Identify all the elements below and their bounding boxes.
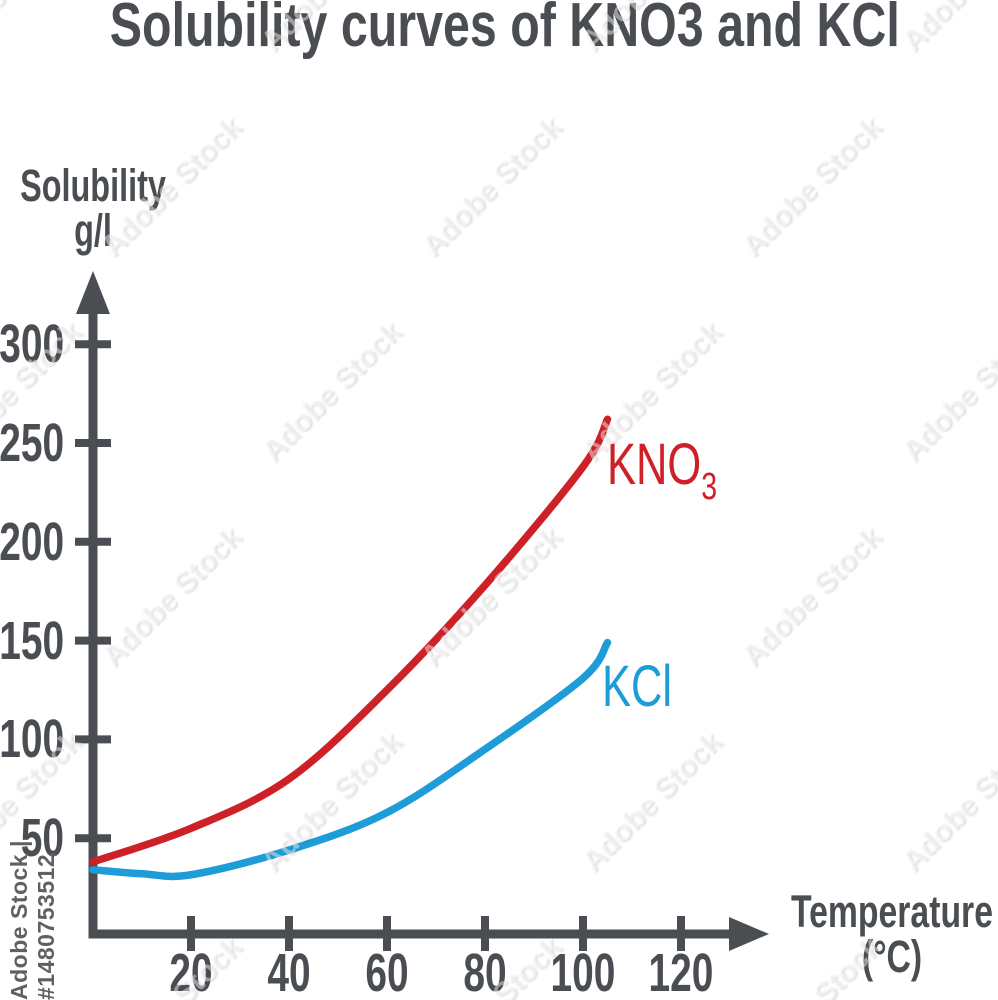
x-axis-arrowhead (729, 917, 769, 951)
kcl-curve-label: KCl (602, 654, 673, 719)
kcl-curve (89, 638, 612, 881)
x-tick-label: 40 (267, 943, 311, 1000)
y-tick-label: 300 (0, 314, 65, 375)
x-axis-unit-label: (°C) (861, 931, 923, 982)
chart-title: Solubility curves of KNO3 and KCl (109, 0, 900, 60)
x-tick-label: 60 (365, 943, 409, 1000)
x-axis-label: Temperature (791, 886, 993, 937)
y-tick-label: 100 (0, 709, 65, 770)
x-tick-label: 100 (550, 943, 616, 1000)
x-tick-label: 20 (169, 943, 213, 1000)
stock-id-watermark: Adobe Stock | #1480753512 (6, 840, 59, 1000)
y-tick-label: 50 (20, 808, 64, 869)
kno3-label-subscript: 3 (701, 466, 718, 508)
x-tick-label: 80 (463, 943, 507, 1000)
kno3-curve-label: KNO3 (607, 436, 717, 509)
y-axis-unit-label: g/l (74, 205, 112, 256)
y-tick-label: 150 (0, 610, 65, 671)
y-axis-label: Solubility (20, 160, 166, 211)
y-axis-arrowhead (76, 271, 110, 314)
y-tick-label: 250 (0, 413, 65, 473)
kno3-label-text: KNO (607, 432, 702, 497)
x-tick-label: 120 (648, 943, 714, 1000)
y-tick-label: 200 (0, 511, 65, 572)
kno3-curve (89, 415, 612, 866)
